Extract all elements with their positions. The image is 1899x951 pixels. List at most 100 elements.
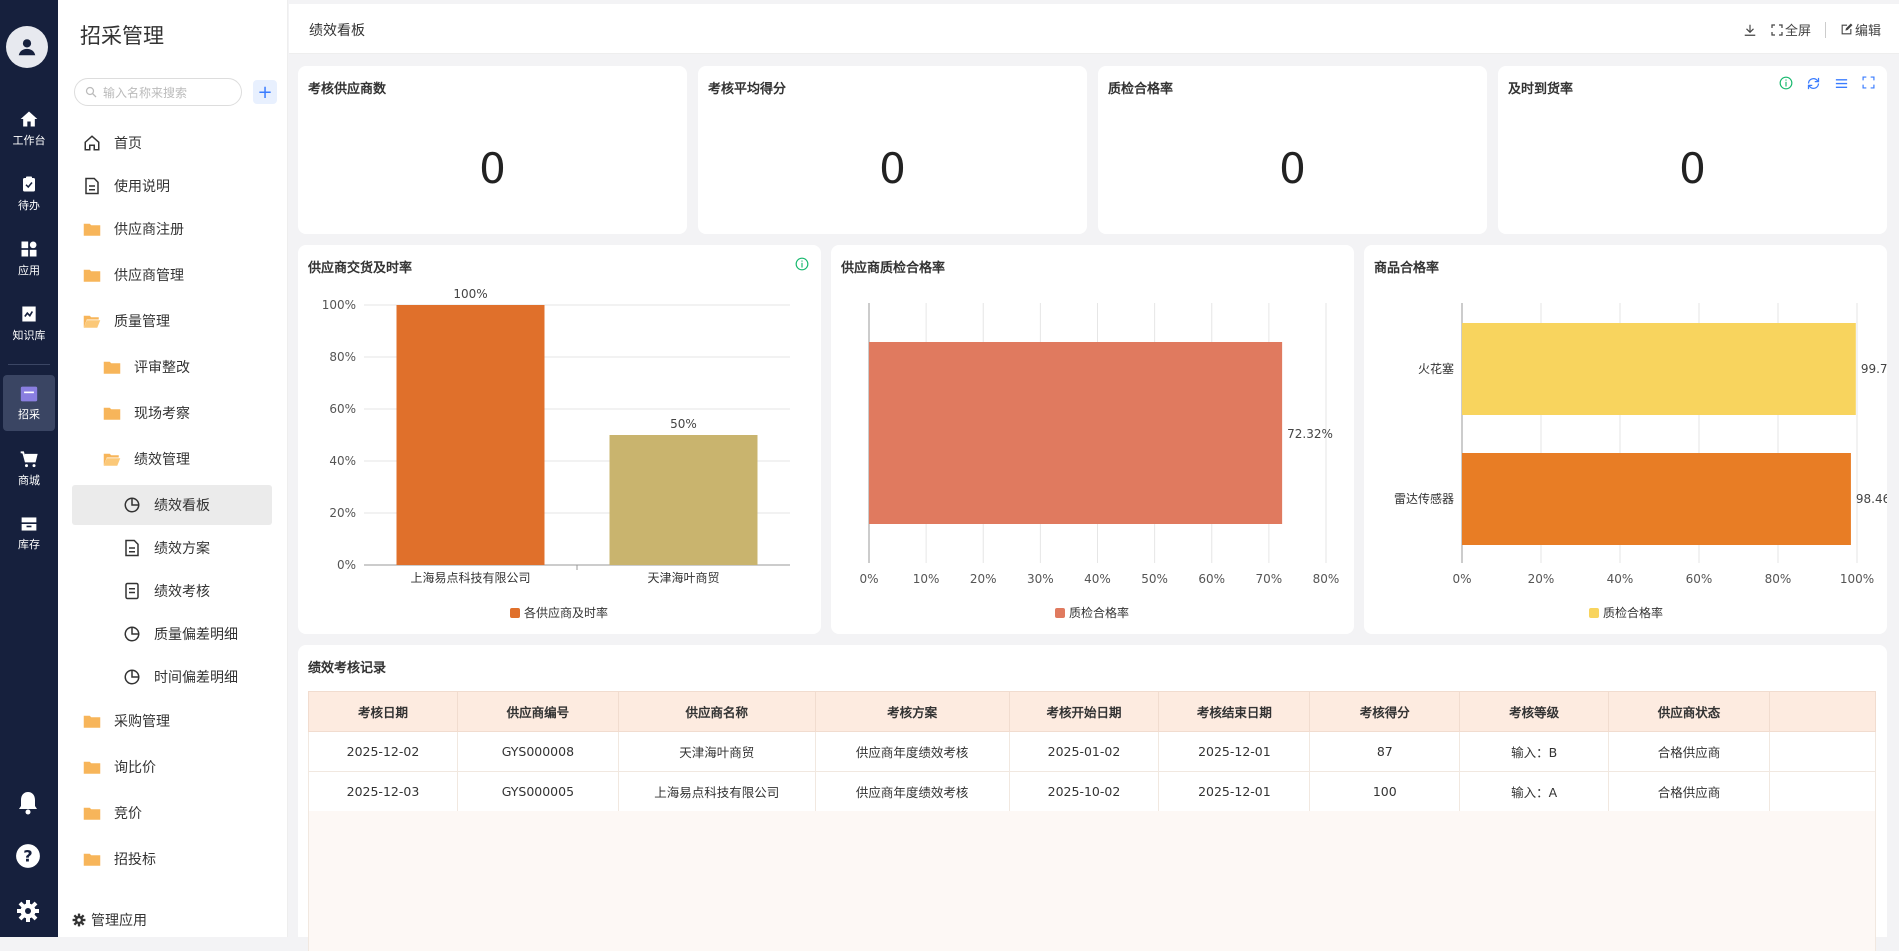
rail-item-inventory[interactable]: 库存 — [0, 505, 58, 561]
rail-item-mall[interactable]: 商城 — [0, 440, 58, 496]
add-button[interactable]: + — [253, 80, 277, 104]
column-header[interactable]: 供应商状态 — [1608, 691, 1770, 732]
nav-item-supplier-register[interactable]: 供应商注册 — [72, 209, 272, 249]
x-tick-label: 40% — [1607, 572, 1634, 586]
x-tick-label: 上海易点科技有限公司 — [410, 570, 530, 585]
table-cell: 供应商年度绩效考核 — [814, 731, 1010, 772]
column-header[interactable]: 考核结束日期 — [1158, 691, 1311, 732]
chart-title: 商品合格率 — [1374, 261, 1440, 276]
rail-item-workbench[interactable]: 工作台 — [0, 100, 58, 156]
rail-item-label: 库存 — [18, 537, 40, 551]
table-row[interactable]: 2025-12-03 GYS000005 上海易点科技有限公司 供应商年度绩效考核 20… — [308, 771, 1876, 812]
svg-text:?: ? — [23, 846, 32, 865]
column-header[interactable]: 考核等级 — [1459, 691, 1610, 732]
app-rail: 工作台 待办 应用 知识库 招采 商城 库存 ? — [0, 0, 58, 937]
folder-open-icon — [82, 311, 102, 331]
nav-item-site-visit[interactable]: 现场考察 — [72, 393, 272, 433]
column-header[interactable]: 考核得分 — [1309, 691, 1461, 732]
nav-item-purchase[interactable]: 采购管理 — [72, 701, 272, 741]
kpi-title: 考核供应商数 — [308, 82, 387, 97]
table-cell: 2025-12-02 — [308, 731, 458, 772]
avatar[interactable] — [6, 26, 48, 68]
records-table: 考核日期 供应商编号 供应商名称 考核方案 考核开始日期 考核结束日期 考核得分 考核等级 供应… — [308, 691, 1876, 812]
fullscreen-icon — [1771, 23, 1783, 36]
table-cell: 87 — [1309, 731, 1461, 772]
search-icon — [85, 86, 97, 98]
x-tick-label: 天津海叶商贸 — [647, 570, 719, 585]
nav-item-review[interactable]: 评审整改 — [72, 347, 272, 387]
edit-button[interactable]: 编辑 — [1840, 20, 1881, 39]
rail-item-knowledge[interactable]: 知识库 — [0, 295, 58, 351]
rail-item-procurement[interactable]: 招采 — [3, 375, 55, 431]
download-icon — [1744, 24, 1756, 36]
rail-item-label: 知识库 — [12, 328, 46, 342]
kpi-card-avg-score: 考核平均得分 0 — [698, 66, 1087, 234]
column-header[interactable]: 供应商编号 — [456, 691, 619, 732]
nav-item-label: 绩效管理 — [134, 452, 190, 468]
expand-button[interactable] — [1862, 76, 1875, 91]
pie-chart-icon — [122, 624, 142, 644]
nav-item-quality[interactable]: 质量管理 — [72, 301, 272, 341]
menu-icon — [1835, 79, 1848, 88]
column-header[interactable]: 考核日期 — [308, 691, 458, 732]
rail-item-todo[interactable]: 待办 — [0, 165, 58, 221]
nav-item-home[interactable]: 首页 — [72, 123, 272, 163]
info-button[interactable] — [1779, 76, 1793, 91]
x-tick-label: 80% — [1765, 572, 1792, 586]
search-input[interactable]: 输入名称来搜索 — [74, 78, 242, 106]
nav-item-label: 招投标 — [114, 852, 156, 868]
nav-item-supplier-manage[interactable]: 供应商管理 — [72, 255, 272, 295]
kpi-value: 0 — [479, 144, 506, 193]
pie-chart-icon — [122, 495, 142, 515]
column-header[interactable]: 考核开始日期 — [1008, 691, 1160, 732]
y-tick-label: 20% — [329, 506, 356, 520]
nav-item-label: 采购管理 — [114, 714, 170, 730]
settings-button[interactable] — [13, 896, 43, 926]
nav-item-dashboard[interactable]: 绩效看板 — [72, 485, 272, 525]
chart-title: 供应商质检合格率 — [841, 261, 946, 276]
table-row[interactable]: 2025-12-02 GYS000008 天津海叶商贸 供应商年度绩效考核 2025-0… — [308, 731, 1876, 772]
refresh-button[interactable] — [1806, 76, 1821, 91]
nav-item-label: 绩效考核 — [154, 584, 210, 600]
nav-item-quality-deviation[interactable]: 质量偏差明细 — [72, 614, 272, 654]
rail-item-apps[interactable]: 应用 — [0, 230, 58, 286]
table-cell-empty — [1769, 731, 1876, 772]
nav-item-guide[interactable]: 使用说明 — [72, 166, 272, 206]
nav-item-bidding[interactable]: 竞价 — [72, 793, 272, 833]
document-icon — [122, 538, 142, 558]
folder-icon — [102, 357, 122, 377]
fullscreen-button[interactable]: 全屏 — [1771, 20, 1811, 39]
folder-icon — [82, 757, 102, 777]
kpi-title: 质检合格率 — [1108, 82, 1174, 97]
expand-icon — [1862, 76, 1875, 89]
nav-item-label: 绩效看板 — [154, 498, 210, 514]
nav-item-inquiry[interactable]: 询比价 — [72, 747, 272, 787]
data-label: 72.32% — [1287, 427, 1333, 441]
nav-item-plan[interactable]: 绩效方案 — [72, 528, 272, 568]
nav-item-assessment[interactable]: 绩效考核 — [72, 571, 272, 611]
table-cell: 2025-01-02 — [1008, 731, 1160, 772]
home-outline-icon — [82, 133, 102, 153]
folder-icon — [82, 265, 102, 285]
pie-chart-icon — [122, 667, 142, 687]
nav-item-performance[interactable]: 绩效管理 — [72, 439, 272, 479]
edit-icon — [1841, 23, 1853, 35]
manage-apps-button[interactable]: 管理应用 — [72, 910, 147, 930]
column-header[interactable]: 供应商名称 — [617, 691, 816, 732]
procurement-icon — [20, 386, 38, 401]
menu-button[interactable] — [1834, 76, 1849, 91]
x-tick-label: 40% — [1084, 572, 1111, 586]
search-placeholder: 输入名称来搜索 — [103, 85, 188, 100]
help-button[interactable]: ? — [13, 841, 43, 871]
info-button[interactable] — [795, 257, 809, 271]
x-tick-label: 60% — [1686, 572, 1713, 586]
download-button[interactable] — [1743, 23, 1757, 37]
nav-item-time-deviation[interactable]: 时间偏差明细 — [72, 657, 272, 697]
nav-item-tender[interactable]: 招投标 — [72, 839, 272, 879]
notification-button[interactable] — [13, 788, 43, 818]
column-header[interactable]: 考核方案 — [814, 691, 1010, 732]
gear-icon — [72, 913, 86, 927]
bell-icon — [19, 792, 37, 815]
table-cell: 合格供应商 — [1608, 771, 1770, 812]
bar — [869, 342, 1283, 524]
